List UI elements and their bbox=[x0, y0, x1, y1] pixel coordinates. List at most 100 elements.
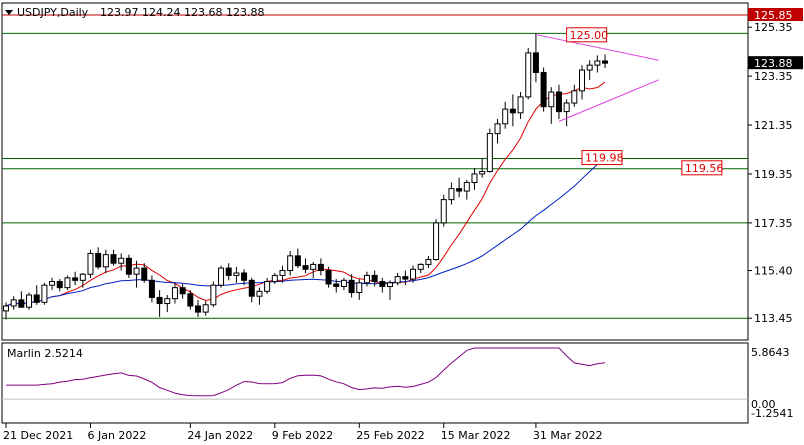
candle bbox=[218, 265, 225, 288]
level-label: 119.56 bbox=[685, 162, 724, 175]
candle bbox=[225, 263, 232, 281]
candle-body bbox=[248, 279, 255, 297]
candle bbox=[532, 33, 539, 83]
candle-body bbox=[279, 270, 286, 276]
candle bbox=[586, 60, 593, 80]
y-tick-label: 121.35 bbox=[754, 119, 793, 132]
candle bbox=[118, 253, 125, 271]
current-price-tag bbox=[748, 56, 803, 70]
candle-body bbox=[41, 284, 48, 303]
collapse-triangle-icon[interactable] bbox=[5, 10, 13, 15]
y-tick-label: 119.35 bbox=[754, 168, 793, 181]
candle-body bbox=[102, 254, 109, 268]
candle bbox=[486, 128, 493, 173]
candle-body bbox=[179, 287, 186, 295]
candle-body bbox=[187, 293, 194, 307]
candle bbox=[241, 269, 248, 286]
candle bbox=[525, 48, 532, 100]
candle bbox=[102, 249, 109, 273]
candle-body bbox=[579, 69, 585, 92]
candle bbox=[171, 282, 178, 304]
candle-body bbox=[225, 267, 232, 276]
level-label: 119.98 bbox=[585, 152, 624, 165]
indicator-zero-label: 0.00 bbox=[751, 398, 776, 411]
candle bbox=[248, 277, 255, 303]
candle-body bbox=[402, 276, 409, 280]
candle-body bbox=[463, 182, 470, 192]
candle-body bbox=[148, 279, 155, 298]
candle-body bbox=[333, 283, 340, 287]
candle-body bbox=[394, 276, 401, 284]
candle-body bbox=[417, 263, 424, 270]
candle-body bbox=[540, 71, 547, 108]
candle bbox=[594, 55, 601, 73]
candle bbox=[279, 265, 286, 283]
candle-body bbox=[471, 173, 478, 184]
candle bbox=[41, 282, 48, 305]
candle bbox=[310, 261, 317, 278]
candle bbox=[72, 271, 79, 286]
candle-body bbox=[241, 272, 248, 281]
candle bbox=[264, 277, 271, 294]
candle-body bbox=[425, 259, 432, 265]
candle-body bbox=[218, 267, 225, 286]
candle-body bbox=[602, 60, 609, 64]
candle bbox=[256, 287, 263, 305]
candle-body bbox=[87, 252, 94, 275]
triangle-upper-line bbox=[535, 34, 659, 61]
candle bbox=[379, 277, 386, 293]
symbol-label: USDJPY,Daily bbox=[17, 6, 89, 19]
candlesticks bbox=[3, 33, 609, 320]
candle-body bbox=[233, 272, 240, 276]
candle-body bbox=[195, 305, 201, 313]
level-label-box bbox=[566, 27, 608, 43]
candle-body bbox=[125, 257, 132, 275]
candle bbox=[463, 180, 470, 200]
candle-body bbox=[79, 273, 86, 281]
level-label-box bbox=[581, 150, 623, 166]
candle-body bbox=[563, 102, 570, 113]
triangle-lower-line bbox=[558, 79, 659, 122]
candle-body bbox=[479, 171, 486, 175]
level-label-box bbox=[681, 160, 723, 176]
candle bbox=[156, 290, 163, 317]
indicator-max-label: 5.8643 bbox=[751, 346, 790, 359]
candle-body bbox=[72, 277, 79, 281]
candle bbox=[179, 283, 186, 299]
y-tick-label: 113.45 bbox=[754, 312, 793, 325]
candle bbox=[471, 167, 478, 190]
candle-body bbox=[555, 91, 562, 113]
candle bbox=[494, 118, 501, 144]
x-tick-label: 25 Feb 2022 bbox=[356, 429, 424, 442]
candle bbox=[371, 270, 378, 287]
candle bbox=[164, 294, 171, 313]
candle bbox=[317, 258, 324, 276]
y-tick-label: 115.40 bbox=[754, 265, 793, 278]
candle-body bbox=[164, 298, 171, 305]
candle bbox=[540, 67, 547, 112]
candle-body bbox=[363, 274, 370, 284]
candle bbox=[348, 274, 355, 298]
candle-body bbox=[340, 279, 347, 287]
candle-body bbox=[64, 277, 71, 289]
candle-body bbox=[287, 255, 294, 272]
candle-body bbox=[356, 282, 363, 294]
candle-body bbox=[517, 96, 524, 114]
candle-body bbox=[156, 296, 163, 305]
candle-body bbox=[440, 199, 447, 224]
candle-body bbox=[456, 188, 463, 192]
y-tick-label: 117.35 bbox=[754, 217, 793, 230]
candle-body bbox=[171, 287, 178, 300]
x-tick-label: 15 Mar 2022 bbox=[441, 429, 511, 442]
candle-body bbox=[56, 281, 63, 289]
triangle-pattern bbox=[535, 34, 659, 122]
candle-body bbox=[18, 299, 25, 308]
candle-body bbox=[302, 265, 309, 270]
ohlc-values: 123.97 124.24 123.68 123.88 bbox=[100, 6, 264, 19]
candle-body bbox=[379, 281, 386, 287]
candle bbox=[133, 260, 140, 288]
candle-body bbox=[95, 252, 102, 268]
candle bbox=[302, 258, 309, 273]
candle-body bbox=[210, 284, 217, 306]
